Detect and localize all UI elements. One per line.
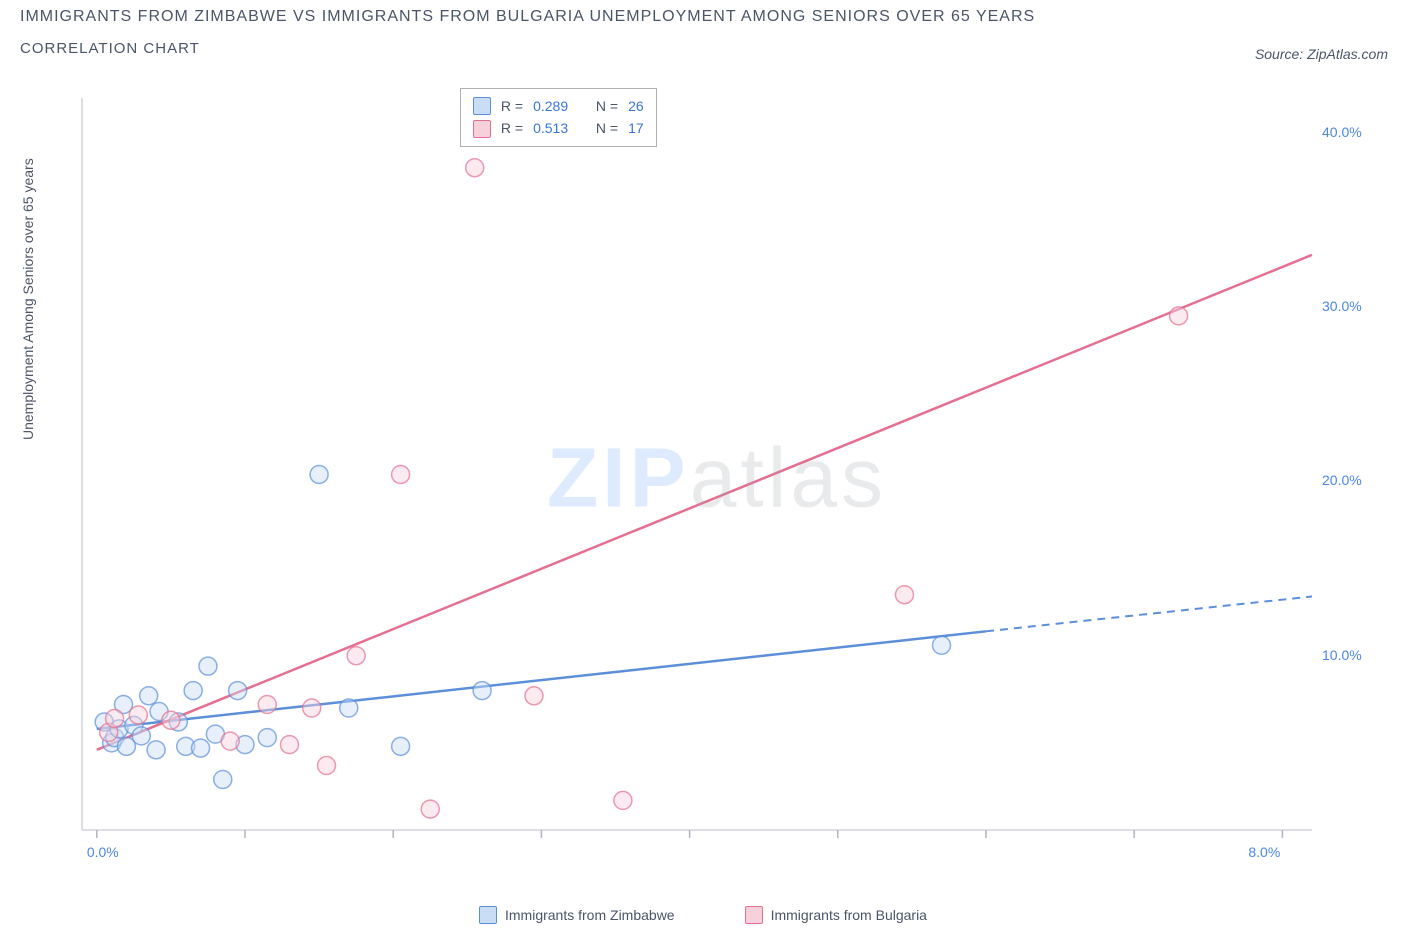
chart-plot-area: ZIPatlas R = 0.289 N = 26 R = 0.513 N = …	[72, 90, 1362, 870]
stat-r-value: 0.289	[533, 95, 568, 117]
data-point	[1170, 307, 1188, 325]
stat-r-label: R =	[501, 95, 523, 117]
data-point	[473, 682, 491, 700]
x-tick-label: 8.0%	[1248, 844, 1280, 860]
source-label: Source:	[1255, 46, 1307, 62]
source-name: ZipAtlas.com	[1307, 46, 1388, 62]
y-tick-label: 20.0%	[1322, 472, 1362, 488]
data-point	[221, 732, 239, 750]
data-point	[614, 791, 632, 809]
trend-line-extrapolated	[986, 596, 1312, 631]
data-point	[147, 741, 165, 759]
legend-item-bulgaria: Immigrants from Bulgaria	[745, 906, 927, 924]
data-point	[258, 729, 276, 747]
data-point	[106, 709, 124, 727]
trend-line	[97, 255, 1312, 750]
y-tick-label: 10.0%	[1322, 647, 1362, 663]
data-point	[347, 647, 365, 665]
data-point	[184, 682, 202, 700]
data-point	[310, 465, 328, 483]
data-point	[392, 737, 410, 755]
data-point	[214, 770, 232, 788]
data-point	[421, 800, 439, 818]
data-point	[340, 699, 358, 717]
source-citation: Source: ZipAtlas.com	[1255, 46, 1388, 62]
data-point	[229, 682, 247, 700]
data-point	[933, 636, 951, 654]
data-point	[303, 699, 321, 717]
data-point	[162, 711, 180, 729]
legend-label: Immigrants from Bulgaria	[771, 907, 927, 923]
stats-legend-box: R = 0.289 N = 26 R = 0.513 N = 17	[460, 88, 657, 147]
legend-label: Immigrants from Zimbabwe	[505, 907, 675, 923]
y-axis-label: Unemployment Among Seniors over 65 years	[20, 158, 36, 440]
data-point	[280, 736, 298, 754]
data-point	[318, 757, 336, 775]
bottom-legend: Immigrants from Zimbabwe Immigrants from…	[0, 906, 1406, 924]
x-tick-label: 0.0%	[87, 844, 119, 860]
page-subtitle: CORRELATION CHART	[20, 40, 1035, 57]
square-icon	[745, 906, 763, 924]
square-icon	[473, 120, 491, 138]
stat-r-label: R =	[501, 117, 523, 139]
data-point	[132, 727, 150, 745]
legend-item-zimbabwe: Immigrants from Zimbabwe	[479, 906, 675, 924]
data-point	[199, 657, 217, 675]
stat-n-label: N =	[596, 95, 618, 117]
data-point	[129, 706, 147, 724]
data-point	[392, 465, 410, 483]
stats-row: R = 0.513 N = 17	[473, 117, 644, 139]
stat-r-value: 0.513	[533, 117, 568, 139]
trend-line	[97, 631, 986, 729]
data-point	[140, 687, 158, 705]
stats-row: R = 0.289 N = 26	[473, 95, 644, 117]
page-title: IMMIGRANTS FROM ZIMBABWE VS IMMIGRANTS F…	[20, 8, 1035, 26]
y-tick-label: 40.0%	[1322, 124, 1362, 140]
stat-n-value: 17	[628, 117, 644, 139]
data-point	[466, 159, 484, 177]
data-point	[525, 687, 543, 705]
square-icon	[479, 906, 497, 924]
square-icon	[473, 97, 491, 115]
data-point	[895, 586, 913, 604]
stat-n-label: N =	[596, 117, 618, 139]
stat-n-value: 26	[628, 95, 644, 117]
data-point	[258, 696, 276, 714]
data-point	[192, 739, 210, 757]
y-tick-label: 30.0%	[1322, 298, 1362, 314]
scatter-chart	[72, 90, 1362, 870]
